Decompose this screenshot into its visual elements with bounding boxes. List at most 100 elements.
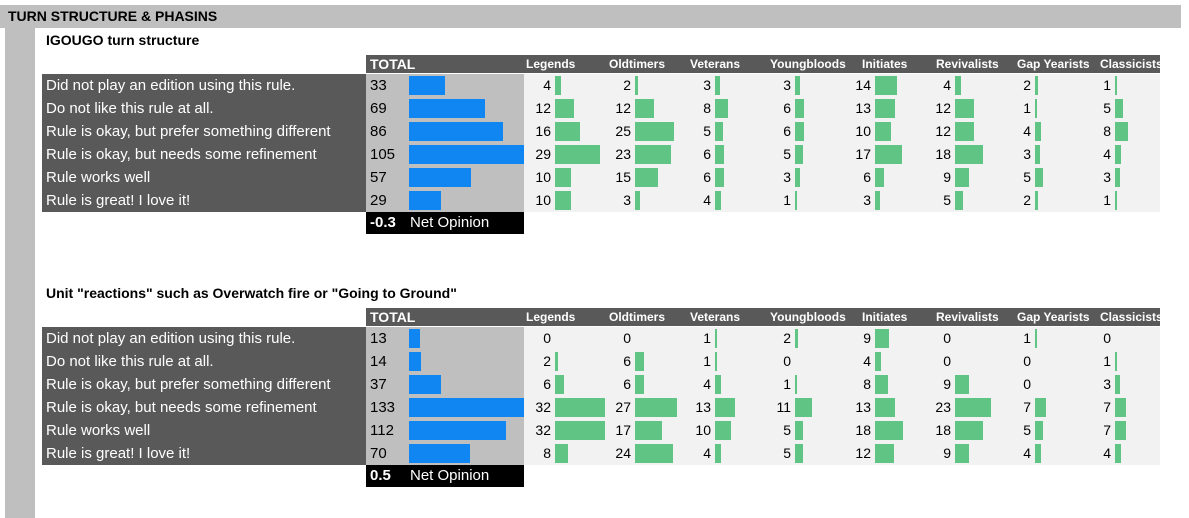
table-row: Rule is okay, but needs some refinement 1… — [42, 396, 1182, 419]
group-cell-legends: 10 — [524, 166, 604, 189]
group-value: 3 — [783, 77, 791, 93]
table-row: Rule is okay, but prefer something diffe… — [42, 120, 1182, 143]
group-value: 18 — [855, 422, 871, 438]
net-opinion-label: Net Opinion — [410, 467, 490, 484]
group-bar — [1115, 145, 1121, 164]
group-value: 15 — [615, 169, 631, 185]
total-cell: 37 — [366, 373, 524, 396]
group-value: 4 — [543, 77, 551, 93]
group-cell-gap-yearists: 1 — [1004, 327, 1084, 350]
group-value: 9 — [943, 376, 951, 392]
group-cell-classicists: 0 — [1084, 327, 1160, 350]
total-value: 37 — [370, 376, 387, 393]
group-bar — [635, 76, 638, 95]
chart-unit-reactions: Unit "reactions" such as Overwatch fire … — [42, 284, 1182, 494]
total-cell: 70 — [366, 442, 524, 465]
group-header-revivalists: Revivalists — [936, 57, 999, 71]
group-value: 10 — [855, 123, 871, 139]
total-value: 105 — [370, 146, 396, 163]
group-value: 5 — [783, 445, 791, 461]
group-bar — [795, 375, 797, 394]
group-cell-initiates: 18 — [844, 419, 924, 442]
group-bar — [1115, 76, 1117, 95]
group-cell-revivalists: 9 — [924, 442, 1004, 465]
group-cell-veterans: 5 — [684, 120, 764, 143]
group-header-veterans: Veterans — [690, 57, 741, 71]
group-cell-oldtimers: 25 — [604, 120, 684, 143]
group-value: 5 — [703, 123, 711, 139]
group-values: 8 24 4 5 12 9 4 4 — [524, 442, 1160, 465]
total-value: 112 — [370, 422, 394, 439]
group-bar — [555, 191, 571, 210]
total-bar — [409, 76, 445, 95]
group-cell-oldtimers: 17 — [604, 419, 684, 442]
group-cell-legends: 4 — [524, 74, 604, 97]
column-header-row: TOTAL Legends Oldtimers Veterans Youngbloods… — [42, 308, 1182, 326]
group-value: 24 — [615, 445, 631, 461]
group-value: 2 — [1023, 77, 1031, 93]
group-cell-revivalists: 5 — [924, 189, 1004, 212]
group-cell-oldtimers: 27 — [604, 396, 684, 419]
group-value: 6 — [703, 146, 711, 162]
group-header-legends: Legends — [526, 310, 576, 324]
net-opinion-box: -0.3 Net Opinion — [366, 212, 524, 234]
group-cell-youngbloods: 5 — [764, 442, 844, 465]
group-bar — [795, 444, 803, 463]
group-value: 7 — [1103, 399, 1111, 415]
row-label: Rule is okay, but needs some refinement — [42, 396, 366, 419]
group-cell-legends: 10 — [524, 189, 604, 212]
table-row: Did not play an edition using this rule.… — [42, 74, 1182, 97]
group-cell-gap-yearists: 1 — [1004, 97, 1084, 120]
group-value: 2 — [543, 353, 551, 369]
net-opinion-label: Net Opinion — [410, 214, 490, 231]
group-bar — [955, 122, 974, 141]
table-row: Rule works well 112 32 17 10 5 18 18 5 7 — [42, 419, 1182, 442]
group-cell-oldtimers: 23 — [604, 143, 684, 166]
group-cell-classicists: 3 — [1084, 373, 1160, 396]
group-bar — [795, 99, 804, 118]
group-bar — [1035, 122, 1041, 141]
group-cell-legends: 12 — [524, 97, 604, 120]
group-cell-initiates: 13 — [844, 97, 924, 120]
group-cell-youngbloods: 5 — [764, 143, 844, 166]
group-cell-initiates: 8 — [844, 373, 924, 396]
group-value: 9 — [943, 169, 951, 185]
group-bar — [1035, 444, 1041, 463]
group-value: 12 — [935, 123, 951, 139]
group-cell-gap-yearists: 0 — [1004, 373, 1084, 396]
group-bar — [635, 122, 674, 141]
group-value: 14 — [855, 77, 871, 93]
group-bar — [635, 191, 640, 210]
group-value: 12 — [855, 445, 871, 461]
group-cell-classicists: 1 — [1084, 189, 1160, 212]
group-bar — [875, 76, 897, 95]
table-row: Rule is okay, but needs some refinement 1… — [42, 143, 1182, 166]
group-cell-gap-yearists: 2 — [1004, 189, 1084, 212]
group-header-initiates: Initiates — [862, 310, 908, 324]
group-value: 0 — [1023, 376, 1031, 392]
group-header-classicists: Classicists — [1100, 57, 1163, 71]
group-value: 13 — [695, 399, 711, 415]
group-cell-initiates: 4 — [844, 350, 924, 373]
group-cell-veterans: 13 — [684, 396, 764, 419]
group-bar — [555, 398, 605, 417]
group-bar — [635, 168, 658, 187]
group-value: 12 — [535, 100, 551, 116]
total-column-header: TOTAL — [366, 55, 524, 73]
group-value: 25 — [615, 123, 631, 139]
group-bar — [555, 352, 558, 371]
group-cell-gap-yearists: 3 — [1004, 143, 1084, 166]
net-opinion-box: 0.5 Net Opinion — [366, 465, 524, 487]
group-bar — [1115, 352, 1117, 371]
group-bar — [875, 352, 881, 371]
group-value: 1 — [1103, 192, 1111, 208]
chart-igougo-turn-structure: IGOUGO turn structure TOTAL Legends Oldtim… — [42, 31, 1182, 241]
group-bar — [955, 375, 969, 394]
group-cell-classicists: 4 — [1084, 143, 1160, 166]
left-margin-bar — [5, 28, 35, 518]
group-bar — [715, 444, 721, 463]
total-cell: 14 — [366, 350, 524, 373]
group-cell-revivalists: 12 — [924, 120, 1004, 143]
group-value: 10 — [535, 169, 551, 185]
group-value: 11 — [776, 399, 791, 415]
